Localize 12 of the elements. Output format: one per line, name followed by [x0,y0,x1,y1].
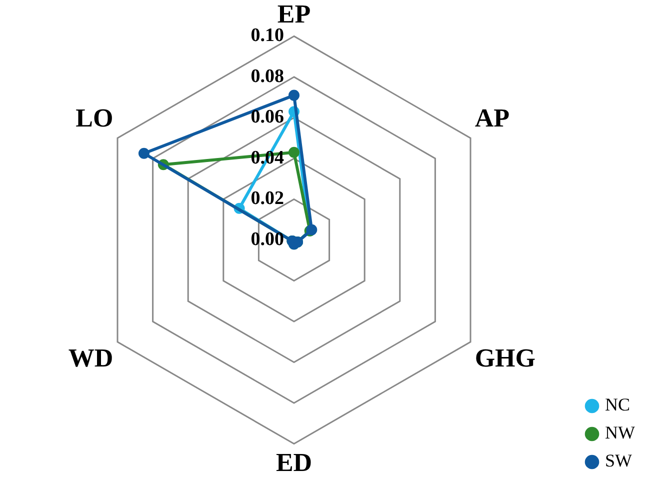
spoke-label: WD [68,344,114,373]
legend-label: NW [605,422,636,443]
y-tick-label: 0.00 [250,228,284,250]
spoke-label: GHG [474,344,536,373]
spoke-label: ED [276,448,312,478]
spoke-label: AP [474,104,510,133]
y-tick-label: 0.06 [250,106,284,128]
legend-label: SW [605,450,632,471]
y-tick-label: 0.08 [250,66,284,87]
legend-label: NC [605,394,630,415]
spoke-label: LO [76,104,114,133]
y-tick-label: 0.02 [250,188,284,210]
